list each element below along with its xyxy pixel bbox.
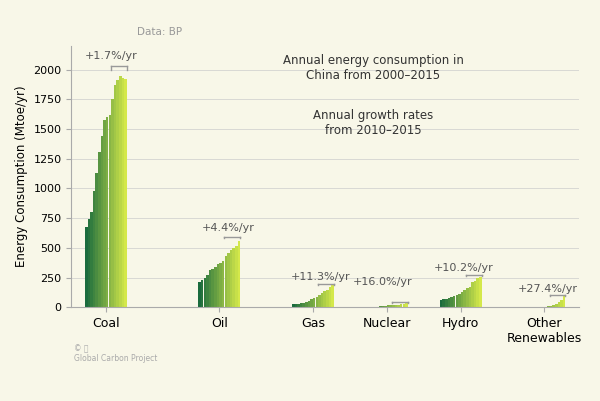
Bar xyxy=(379,306,382,307)
Bar xyxy=(214,267,217,307)
Text: Annual energy consumption in
China from 2000–2015: Annual energy consumption in China from … xyxy=(283,54,464,82)
Bar xyxy=(199,282,201,307)
Bar xyxy=(321,293,323,307)
Text: © ⓘ
Global Carbon Project: © ⓘ Global Carbon Project xyxy=(74,344,157,363)
Bar xyxy=(109,115,111,307)
Bar xyxy=(232,248,235,307)
Bar xyxy=(560,300,563,307)
Bar xyxy=(124,79,127,307)
Bar xyxy=(230,250,232,307)
Bar xyxy=(442,299,445,307)
Bar xyxy=(95,173,98,307)
Bar xyxy=(85,227,88,307)
Bar xyxy=(469,287,471,307)
Bar xyxy=(545,306,547,307)
Bar xyxy=(98,152,101,307)
Bar xyxy=(93,191,95,307)
Bar xyxy=(555,304,557,307)
Bar xyxy=(400,304,403,307)
Bar xyxy=(90,212,93,307)
Bar xyxy=(316,297,318,307)
Bar xyxy=(563,296,565,307)
Text: +16.0%/yr: +16.0%/yr xyxy=(353,277,413,287)
Bar xyxy=(308,301,310,307)
Bar xyxy=(88,219,90,307)
Bar xyxy=(389,306,392,307)
Bar xyxy=(553,305,555,307)
Bar xyxy=(300,303,302,307)
Bar xyxy=(326,290,329,307)
Y-axis label: Energy Consumption (Mtoe/yr): Energy Consumption (Mtoe/yr) xyxy=(15,86,28,267)
Bar xyxy=(111,99,114,307)
Bar xyxy=(453,296,455,307)
Bar xyxy=(235,245,238,307)
Bar xyxy=(331,286,334,307)
Bar xyxy=(474,281,476,307)
Bar xyxy=(106,117,109,307)
Text: +27.4%/yr: +27.4%/yr xyxy=(517,284,577,294)
Bar xyxy=(292,304,295,307)
Text: +1.7%/yr: +1.7%/yr xyxy=(85,51,138,61)
Text: Annual growth rates
from 2010–2015: Annual growth rates from 2010–2015 xyxy=(313,109,434,137)
Bar xyxy=(384,306,387,307)
Bar xyxy=(395,305,397,307)
Text: +4.4%/yr: +4.4%/yr xyxy=(202,223,255,233)
Bar xyxy=(318,296,320,307)
Bar xyxy=(550,306,552,307)
Bar xyxy=(455,295,458,307)
Bar xyxy=(238,241,240,307)
Bar xyxy=(116,80,119,307)
Bar xyxy=(323,291,326,307)
Bar xyxy=(466,288,469,307)
Bar xyxy=(217,264,219,307)
Bar xyxy=(313,298,316,307)
Bar xyxy=(479,277,482,307)
Bar xyxy=(114,85,116,307)
Bar xyxy=(382,306,384,307)
Bar xyxy=(222,261,224,307)
Bar xyxy=(101,136,103,307)
Bar xyxy=(463,290,466,307)
Bar xyxy=(201,280,203,307)
Bar xyxy=(440,300,442,307)
Text: +10.2%/yr: +10.2%/yr xyxy=(434,263,493,273)
Bar xyxy=(224,256,227,307)
Text: +11.3%/yr: +11.3%/yr xyxy=(290,272,350,282)
Bar xyxy=(403,304,405,307)
Bar xyxy=(305,302,308,307)
Bar xyxy=(310,300,313,307)
Bar xyxy=(211,269,214,307)
Bar xyxy=(295,304,297,307)
Bar xyxy=(450,298,453,307)
Bar xyxy=(103,119,106,307)
Bar xyxy=(203,277,206,307)
Bar xyxy=(476,278,479,307)
Bar xyxy=(209,271,211,307)
Bar xyxy=(297,304,300,307)
Bar xyxy=(445,299,448,307)
Bar xyxy=(405,303,407,307)
Bar xyxy=(397,305,400,307)
Bar xyxy=(392,305,395,307)
Bar xyxy=(557,302,560,307)
Bar xyxy=(448,298,450,307)
Bar xyxy=(206,275,209,307)
Bar xyxy=(302,303,305,307)
Bar xyxy=(471,282,474,307)
Bar xyxy=(461,292,463,307)
Bar xyxy=(387,306,389,307)
Bar xyxy=(547,306,550,307)
Bar xyxy=(122,78,124,307)
Bar xyxy=(329,287,331,307)
Bar xyxy=(376,306,379,307)
Bar xyxy=(227,253,230,307)
Bar xyxy=(119,75,122,307)
Text: Data: BP: Data: BP xyxy=(137,27,182,36)
Bar xyxy=(458,294,461,307)
Bar xyxy=(219,263,222,307)
